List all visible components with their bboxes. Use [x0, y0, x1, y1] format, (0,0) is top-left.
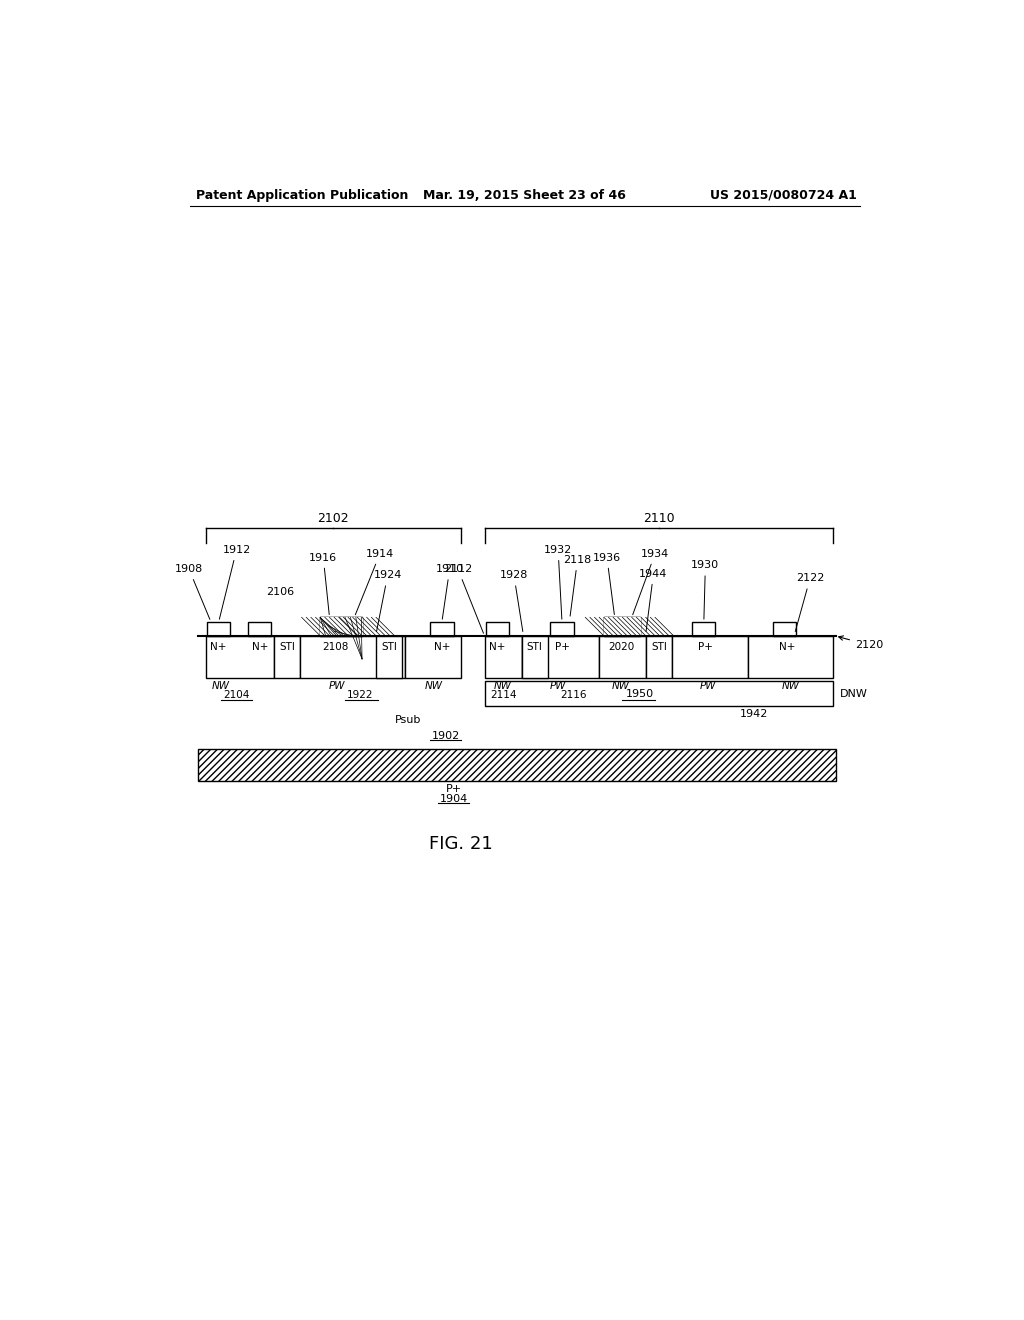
- Bar: [521, 636, 599, 678]
- Polygon shape: [604, 618, 640, 636]
- Text: STI: STI: [526, 642, 542, 652]
- Text: N+: N+: [778, 642, 795, 652]
- Text: PW: PW: [329, 681, 345, 692]
- Text: NW: NW: [781, 681, 800, 692]
- Bar: [672, 636, 748, 678]
- Text: 1910: 1910: [435, 564, 464, 619]
- Bar: [550, 622, 573, 636]
- Bar: [773, 622, 796, 636]
- Text: 1942: 1942: [740, 709, 768, 719]
- Bar: [406, 636, 461, 678]
- Text: Mar. 19, 2015 Sheet 23 of 46: Mar. 19, 2015 Sheet 23 of 46: [423, 189, 627, 202]
- Polygon shape: [321, 618, 362, 636]
- Text: 1922: 1922: [347, 690, 374, 701]
- Bar: [484, 681, 834, 706]
- Text: 1944: 1944: [639, 569, 668, 631]
- Text: 2114: 2114: [489, 690, 516, 701]
- Text: NW: NW: [212, 681, 230, 692]
- Text: PW: PW: [699, 681, 716, 692]
- Text: FIG. 21: FIG. 21: [429, 836, 494, 853]
- Text: P+: P+: [698, 642, 713, 652]
- Text: NW: NW: [425, 681, 443, 692]
- Text: 1932: 1932: [544, 545, 572, 619]
- Text: N+: N+: [488, 642, 505, 652]
- Text: N+: N+: [434, 642, 451, 652]
- Text: 1908: 1908: [175, 564, 210, 619]
- Text: 1934: 1934: [633, 549, 669, 615]
- Bar: [484, 636, 521, 678]
- Text: 2106: 2106: [266, 587, 294, 597]
- Bar: [207, 622, 230, 636]
- Text: 1916: 1916: [309, 553, 337, 615]
- Text: 2120: 2120: [839, 636, 883, 649]
- Bar: [206, 636, 273, 678]
- Bar: [198, 748, 837, 781]
- Text: 1902: 1902: [432, 730, 460, 741]
- Text: Psub: Psub: [394, 714, 421, 725]
- Bar: [604, 618, 640, 636]
- Text: 2104: 2104: [223, 690, 250, 701]
- Text: 2108: 2108: [323, 642, 349, 652]
- Bar: [273, 636, 300, 678]
- Text: US 2015/0080724 A1: US 2015/0080724 A1: [710, 189, 856, 202]
- Text: 2116: 2116: [560, 690, 587, 701]
- Text: N+: N+: [252, 642, 268, 652]
- Text: 1904: 1904: [439, 795, 468, 804]
- Text: NW: NW: [495, 681, 512, 692]
- Bar: [646, 636, 672, 678]
- Text: STI: STI: [279, 642, 295, 652]
- Text: 2118: 2118: [563, 554, 592, 616]
- Bar: [604, 618, 640, 636]
- Text: 2102: 2102: [317, 512, 349, 525]
- Text: Patent Application Publication: Patent Application Publication: [197, 189, 409, 202]
- Text: DNW: DNW: [840, 689, 867, 698]
- Text: 1936: 1936: [593, 553, 621, 615]
- Bar: [300, 636, 406, 678]
- Text: P+: P+: [555, 642, 569, 652]
- Text: STI: STI: [651, 642, 667, 652]
- Text: 2020: 2020: [608, 642, 634, 652]
- Text: 1930: 1930: [691, 561, 720, 619]
- Text: 2112: 2112: [443, 564, 483, 634]
- Bar: [321, 618, 362, 636]
- Text: 1914: 1914: [355, 549, 394, 615]
- Text: 1950: 1950: [626, 689, 653, 698]
- Text: N+: N+: [211, 642, 227, 652]
- Text: 1924: 1924: [374, 570, 401, 631]
- Text: 1928: 1928: [500, 570, 528, 631]
- Bar: [376, 636, 402, 678]
- Bar: [599, 636, 646, 678]
- Bar: [486, 622, 509, 636]
- Text: STI: STI: [381, 642, 397, 652]
- Text: 1912: 1912: [219, 545, 251, 619]
- Bar: [248, 622, 271, 636]
- Bar: [748, 636, 834, 678]
- Text: NW: NW: [612, 681, 630, 692]
- Bar: [430, 622, 454, 636]
- Text: 2110: 2110: [643, 512, 675, 525]
- Bar: [321, 618, 362, 636]
- Text: P+: P+: [445, 784, 462, 795]
- Bar: [692, 622, 716, 636]
- Bar: [521, 636, 548, 678]
- Text: 2122: 2122: [796, 573, 824, 631]
- Text: PW: PW: [550, 681, 566, 692]
